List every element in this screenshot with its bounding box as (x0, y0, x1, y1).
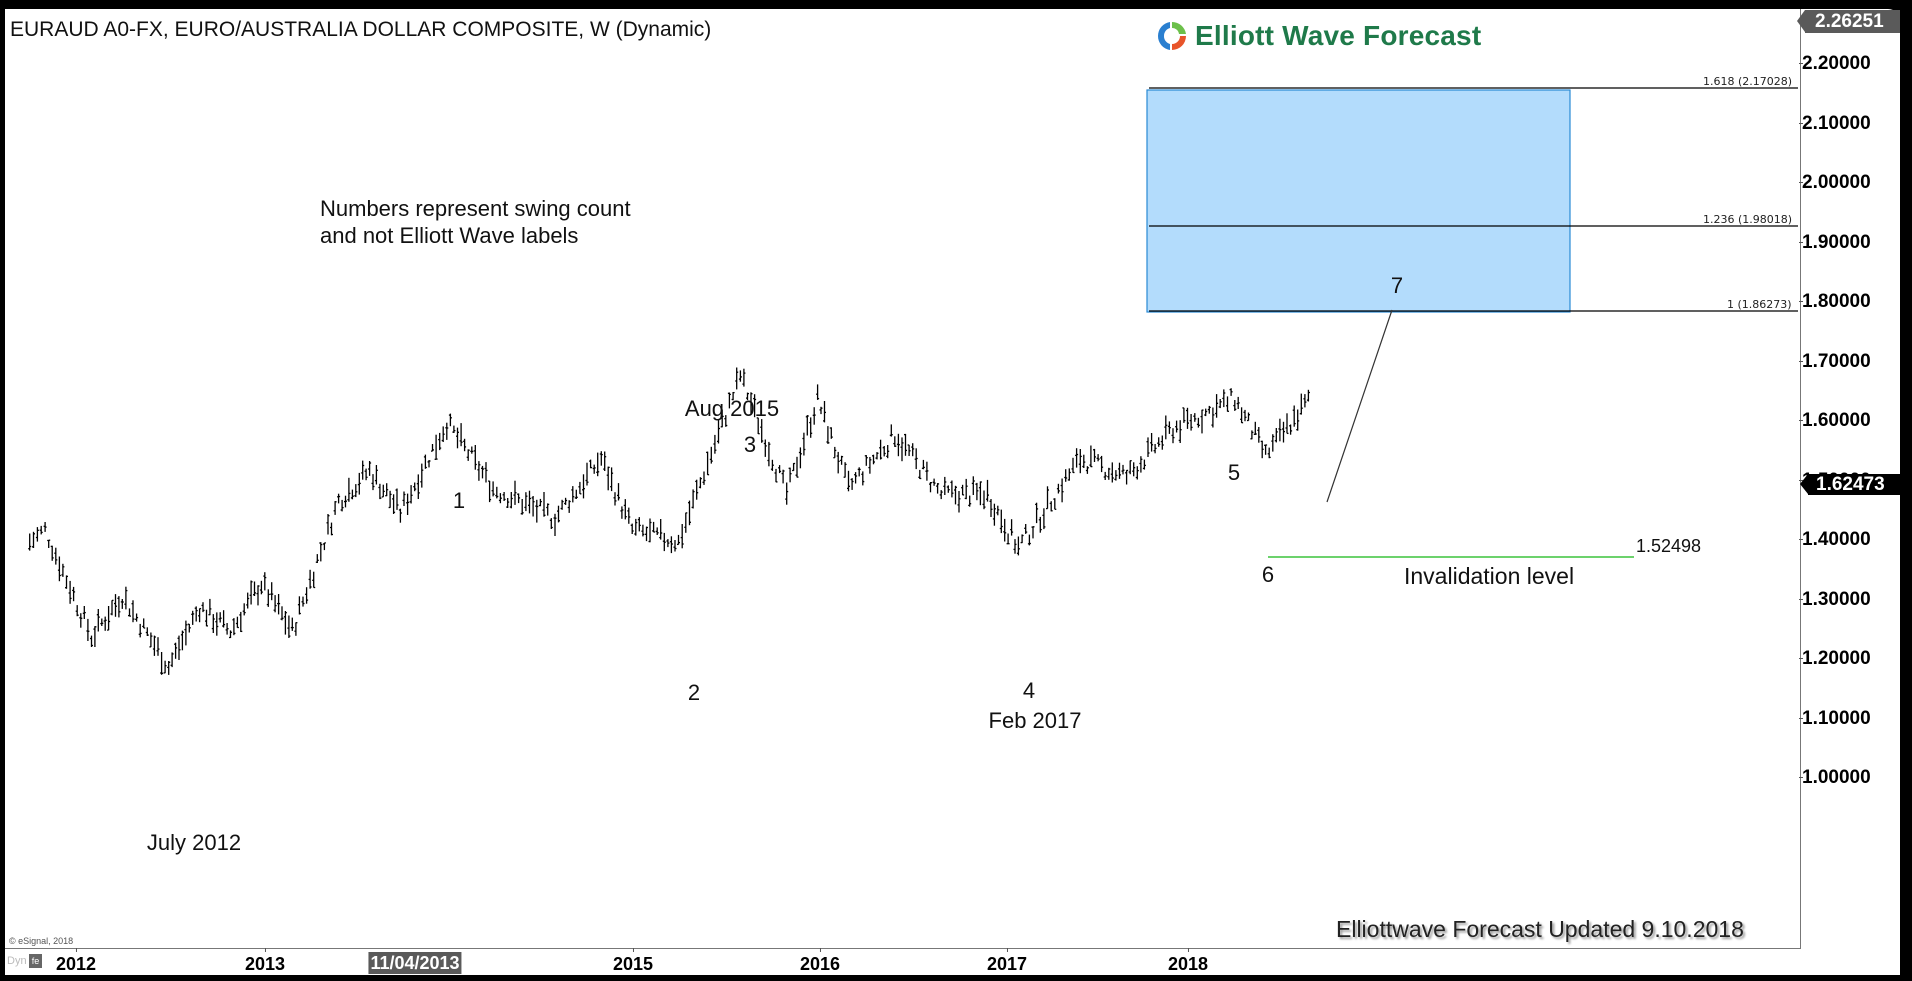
y-tick: 1.60000 (1799, 410, 1871, 431)
x-tick: 2013 (244, 948, 286, 974)
x-tick: 2016 (799, 948, 841, 974)
dyn-label[interactable]: Dyn (7, 955, 27, 967)
y-tick: 1.80000 (1799, 291, 1871, 312)
ohlc-bars (28, 367, 1310, 675)
projection-line[interactable] (1326, 309, 1393, 503)
target-zone-box[interactable] (1146, 89, 1571, 313)
y-tick: 1.10000 (1799, 708, 1871, 729)
brand-logo: Elliott Wave Forecast (1155, 19, 1481, 53)
swing-label-4: 4 (1022, 678, 1036, 703)
y-tick: 1.70000 (1799, 351, 1871, 372)
swing-label-2: 2 (687, 680, 701, 705)
y-tick: 1.00000 (1799, 767, 1871, 788)
swing-label-1: 1 (452, 488, 466, 513)
label-aug-2015: Aug 2015 (684, 396, 780, 421)
y-tick: 1.90000 (1799, 232, 1871, 253)
y-tick: 2.00000 (1799, 172, 1871, 193)
x-tick: 2017 (986, 948, 1028, 974)
chart-title: EURAUD A0-FX, EURO/AUSTRALIA DOLLAR COMP… (10, 18, 712, 41)
updated-stamp: Elliottwave Forecast Updated 9.10.2018 (1336, 916, 1744, 942)
swing-label-6: 6 (1261, 562, 1275, 587)
y-tick: 1.20000 (1799, 648, 1871, 669)
y-tick: 1.30000 (1799, 589, 1871, 610)
swing-label-5: 5 (1227, 460, 1241, 485)
fib-label-1236: 1.236 (1.98018) (1703, 213, 1793, 226)
y-tick: 1.40000 (1799, 529, 1871, 550)
last-price-marker: 1.62473 (1800, 474, 1900, 495)
logo-text: Elliott Wave Forecast (1195, 20, 1482, 51)
scale-max-marker: 2.26251 (1797, 10, 1900, 33)
label-july-2012: July 2012 (146, 830, 242, 855)
note-line-1: Numbers represent swing count (320, 196, 631, 221)
label-feb-2017: Feb 2017 (988, 708, 1082, 733)
x-tick: 2018 (1167, 948, 1209, 974)
lock-icon[interactable]: fe (29, 954, 42, 968)
swing-label-3: 3 (743, 432, 757, 457)
invalidation-value: 1.52498 (1636, 536, 1702, 556)
x-cursor-date: 11/04/2013 (368, 952, 462, 974)
fib-label-1618: 1.618 (2.17028) (1703, 75, 1793, 88)
copyright-text: © eSignal, 2018 (9, 936, 74, 946)
swing-count-note: Numbers represent swing count and not El… (320, 195, 631, 249)
note-line-2: and not Elliott Wave labels (320, 223, 579, 248)
swing-label-7: 7 (1390, 273, 1404, 298)
x-tick: 2012 (55, 948, 97, 974)
y-tick: 2.20000 (1799, 53, 1871, 74)
fib-label-1: 1 (1.86273) (1727, 298, 1792, 311)
invalidation-label: Invalidation level (1404, 563, 1575, 589)
y-tick: 2.10000 (1799, 113, 1871, 134)
time-axis[interactable]: Dyn fe 2012 2013 11/04/2013 2015 2016 20… (5, 948, 1800, 975)
logo-swirl-icon (1157, 21, 1186, 50)
x-tick: 2015 (612, 948, 654, 974)
